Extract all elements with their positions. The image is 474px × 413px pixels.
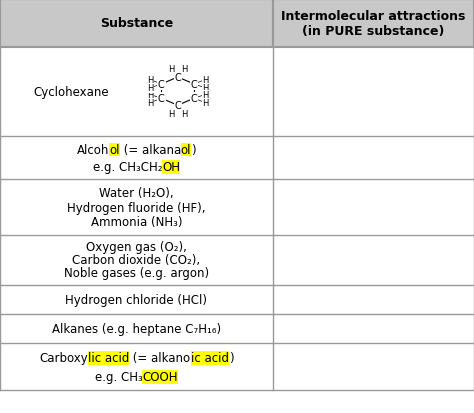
Text: (= alkana: (= alkana bbox=[119, 144, 181, 157]
Text: H: H bbox=[202, 84, 209, 93]
Text: Noble gases (e.g. argon): Noble gases (e.g. argon) bbox=[64, 267, 209, 280]
Bar bbox=[0, 136, 474, 180]
Text: OH: OH bbox=[162, 161, 180, 174]
Text: ol: ol bbox=[109, 144, 119, 157]
Text: C: C bbox=[174, 101, 181, 111]
Bar bbox=[0, 0, 474, 47]
Text: H: H bbox=[147, 84, 154, 93]
Text: H: H bbox=[202, 76, 209, 85]
Bar bbox=[181, 143, 191, 157]
Bar bbox=[0, 314, 474, 343]
Bar bbox=[109, 143, 119, 157]
Bar bbox=[0, 180, 474, 235]
Text: Carboxy: Carboxy bbox=[39, 351, 88, 365]
Bar bbox=[88, 351, 129, 365]
Text: C: C bbox=[174, 73, 181, 83]
Text: C: C bbox=[191, 80, 198, 90]
Text: ol: ol bbox=[181, 144, 191, 157]
Bar bbox=[0, 343, 474, 390]
Text: H: H bbox=[147, 76, 154, 85]
Text: C: C bbox=[158, 94, 165, 104]
Bar bbox=[0, 47, 474, 136]
Bar bbox=[162, 161, 180, 174]
Text: H: H bbox=[181, 65, 187, 74]
Text: Carbon dioxide (CO₂),: Carbon dioxide (CO₂), bbox=[72, 254, 201, 267]
Text: ): ) bbox=[191, 144, 196, 157]
Text: Hydrogen fluoride (HF),: Hydrogen fluoride (HF), bbox=[67, 201, 206, 214]
Text: C: C bbox=[191, 94, 198, 104]
Text: (= alkano: (= alkano bbox=[129, 351, 191, 365]
Text: Hydrogen chloride (HCl): Hydrogen chloride (HCl) bbox=[65, 293, 207, 306]
Bar bbox=[0, 235, 474, 285]
Bar bbox=[142, 370, 178, 384]
Text: Intermolecular attractions
(in PURE substance): Intermolecular attractions (in PURE subs… bbox=[281, 10, 465, 38]
Text: H: H bbox=[147, 99, 154, 108]
Text: lic acid: lic acid bbox=[88, 351, 129, 365]
Text: ): ) bbox=[228, 351, 233, 365]
Text: H: H bbox=[168, 110, 175, 119]
Text: Alkanes (e.g. heptane C₇H₁₆): Alkanes (e.g. heptane C₇H₁₆) bbox=[52, 322, 221, 335]
Text: ic acid: ic acid bbox=[191, 351, 228, 365]
Text: Oxygen gas (O₂),: Oxygen gas (O₂), bbox=[86, 241, 187, 254]
Text: H: H bbox=[147, 91, 154, 100]
Text: e.g. CH₃CH₂: e.g. CH₃CH₂ bbox=[92, 161, 162, 174]
Text: H: H bbox=[202, 99, 209, 108]
Text: H: H bbox=[168, 65, 175, 74]
Text: H: H bbox=[181, 110, 187, 119]
Bar bbox=[0, 285, 474, 314]
Text: e.g. CH₃: e.g. CH₃ bbox=[95, 370, 142, 384]
Text: COOH: COOH bbox=[142, 370, 178, 384]
Bar bbox=[191, 351, 228, 365]
Text: Ammonia (NH₃): Ammonia (NH₃) bbox=[91, 216, 182, 229]
Text: Cyclohexane: Cyclohexane bbox=[33, 85, 109, 98]
Text: C: C bbox=[158, 80, 165, 90]
Text: Substance: Substance bbox=[100, 17, 173, 30]
Text: H: H bbox=[202, 91, 209, 100]
Text: Alcoh: Alcoh bbox=[77, 144, 109, 157]
Text: Water (H₂O),: Water (H₂O), bbox=[99, 186, 173, 199]
